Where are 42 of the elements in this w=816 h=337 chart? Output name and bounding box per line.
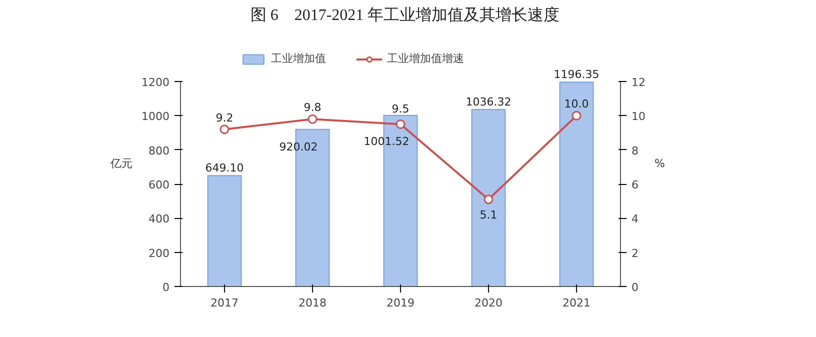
bar	[471, 108, 506, 286]
y-tick-label: 200	[148, 246, 170, 260]
point	[220, 124, 230, 134]
y2-axis-title: %	[654, 157, 665, 170]
y2-tick-label: 0	[632, 281, 638, 294]
y-tick-label: 600	[148, 178, 170, 192]
point	[572, 110, 582, 120]
y-tick-label: 1000	[142, 110, 170, 124]
point	[484, 194, 494, 204]
x-tick-label: 2020	[474, 296, 503, 310]
y-tick-label: 800	[148, 144, 170, 158]
chart-title: 图 6 2017-2021 年工业增加值及其增长速度	[249, 6, 561, 26]
x-tick-label: 2018	[298, 296, 327, 310]
y2-tick-label: 4	[632, 212, 638, 226]
y2-tick-label: 10	[632, 110, 646, 124]
data-label: 9.2	[216, 111, 234, 124]
y2-tick-label: 2	[632, 246, 638, 260]
x-tick-label: 2017	[210, 296, 239, 310]
legend-label: 工业增加值增速	[387, 51, 464, 66]
point	[396, 119, 406, 129]
data-label: 1196.35	[554, 68, 600, 82]
y-tick-label: 0	[162, 281, 170, 294]
bar	[559, 82, 594, 286]
y2-tick-label: 8	[632, 144, 638, 158]
data-label: 9.5	[392, 102, 410, 116]
data-label: 649.10	[205, 162, 244, 175]
y-tick-label: 400	[148, 212, 170, 226]
y-axis-title: 亿元	[110, 157, 133, 170]
y2-tick-label: 12	[632, 76, 646, 89]
point	[308, 114, 318, 124]
data-label: 920.02	[279, 140, 318, 154]
data-label: 10.0	[564, 98, 589, 111]
y-tick-label: 1200	[142, 76, 170, 89]
data-label: 5.1	[480, 208, 498, 222]
data-label: 1001.52	[364, 135, 410, 148]
legend-label: 工业增加值	[271, 51, 326, 66]
x-tick-label: 2021	[562, 296, 591, 310]
x-tick-label: 2019	[386, 296, 415, 310]
data-label: 9.8	[304, 101, 322, 114]
bar	[207, 175, 242, 286]
data-label: 1036.32	[466, 95, 512, 108]
y2-tick-label: 6	[632, 178, 638, 192]
